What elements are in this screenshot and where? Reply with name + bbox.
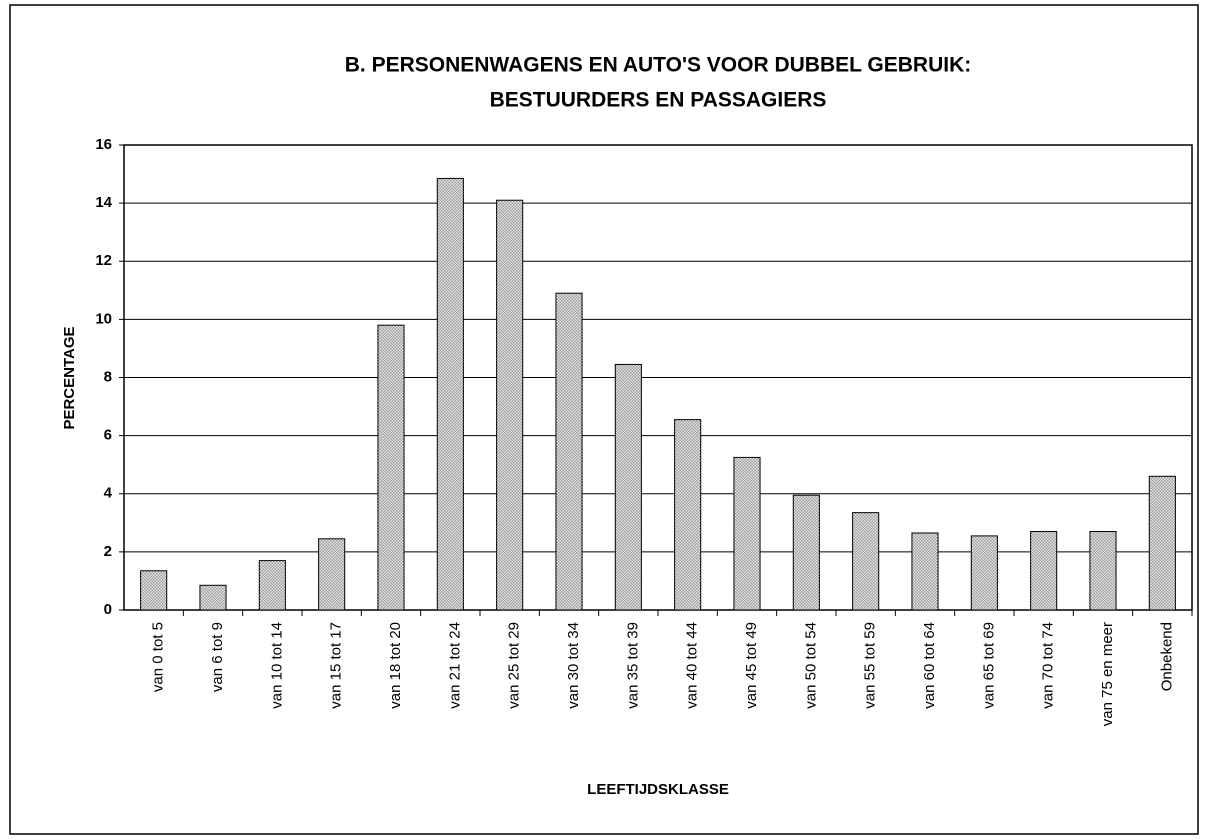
y-tick-label: 12 (95, 252, 112, 269)
x-tick-label: van 21 tot 24 (446, 622, 463, 709)
y-tick-label: 8 (104, 368, 112, 385)
x-tick-label: van 60 tot 64 (921, 622, 938, 709)
x-tick-label: van 40 tot 44 (684, 622, 701, 709)
y-tick-label: 4 (104, 485, 113, 502)
x-tick-label: van 50 tot 54 (802, 622, 819, 709)
bar (436, 177, 464, 611)
bar (852, 512, 880, 611)
chart-title: B. PERSONENWAGENS EN AUTO'S VOOR DUBBEL … (345, 54, 972, 77)
bar (496, 199, 524, 611)
chart-title: BESTUURDERS EN PASSAGIERS (490, 89, 827, 112)
x-axis-label: LEEFTIJDSKLASSE (587, 781, 729, 798)
bar (258, 560, 286, 611)
y-tick-label: 10 (95, 310, 112, 327)
bar (377, 324, 405, 611)
bar (970, 535, 998, 611)
frame (9, 4, 1199, 835)
x-tick-label: van 10 tot 14 (268, 622, 285, 709)
x-tick-label: Onbekend (1158, 622, 1175, 691)
bar (140, 570, 168, 611)
bar (199, 584, 227, 611)
bar (1148, 475, 1176, 611)
x-tick-label: van 18 tot 20 (387, 622, 404, 709)
y-tick-label: 16 (95, 136, 112, 153)
x-tick-label: van 25 tot 29 (506, 622, 523, 709)
bar (318, 538, 346, 611)
bar (733, 456, 761, 611)
x-tick-label: van 6 tot 9 (209, 622, 226, 692)
bar (792, 494, 820, 611)
bar (674, 419, 702, 611)
bar (614, 363, 642, 611)
x-tick-label: van 65 tot 69 (980, 622, 997, 709)
y-tick-label: 2 (104, 543, 112, 560)
x-tick-label: van 30 tot 34 (565, 622, 582, 709)
y-tick-label: 0 (104, 601, 112, 618)
x-tick-label: van 0 tot 5 (150, 622, 167, 692)
bar (911, 532, 939, 611)
y-axis-label: PERCENTAGE (61, 326, 78, 429)
y-tick-label: 14 (95, 194, 112, 211)
y-tick-label: 6 (104, 427, 112, 444)
bar (1030, 531, 1058, 611)
x-tick-label: van 45 tot 49 (743, 622, 760, 709)
x-tick-label: van 75 en meer (1099, 622, 1116, 726)
x-tick-label: van 35 tot 39 (624, 622, 641, 709)
x-tick-label: van 70 tot 74 (1040, 622, 1057, 709)
bar (555, 292, 583, 611)
bar (1089, 531, 1117, 611)
x-tick-label: van 55 tot 59 (862, 622, 879, 709)
x-tick-label: van 15 tot 17 (328, 622, 345, 709)
